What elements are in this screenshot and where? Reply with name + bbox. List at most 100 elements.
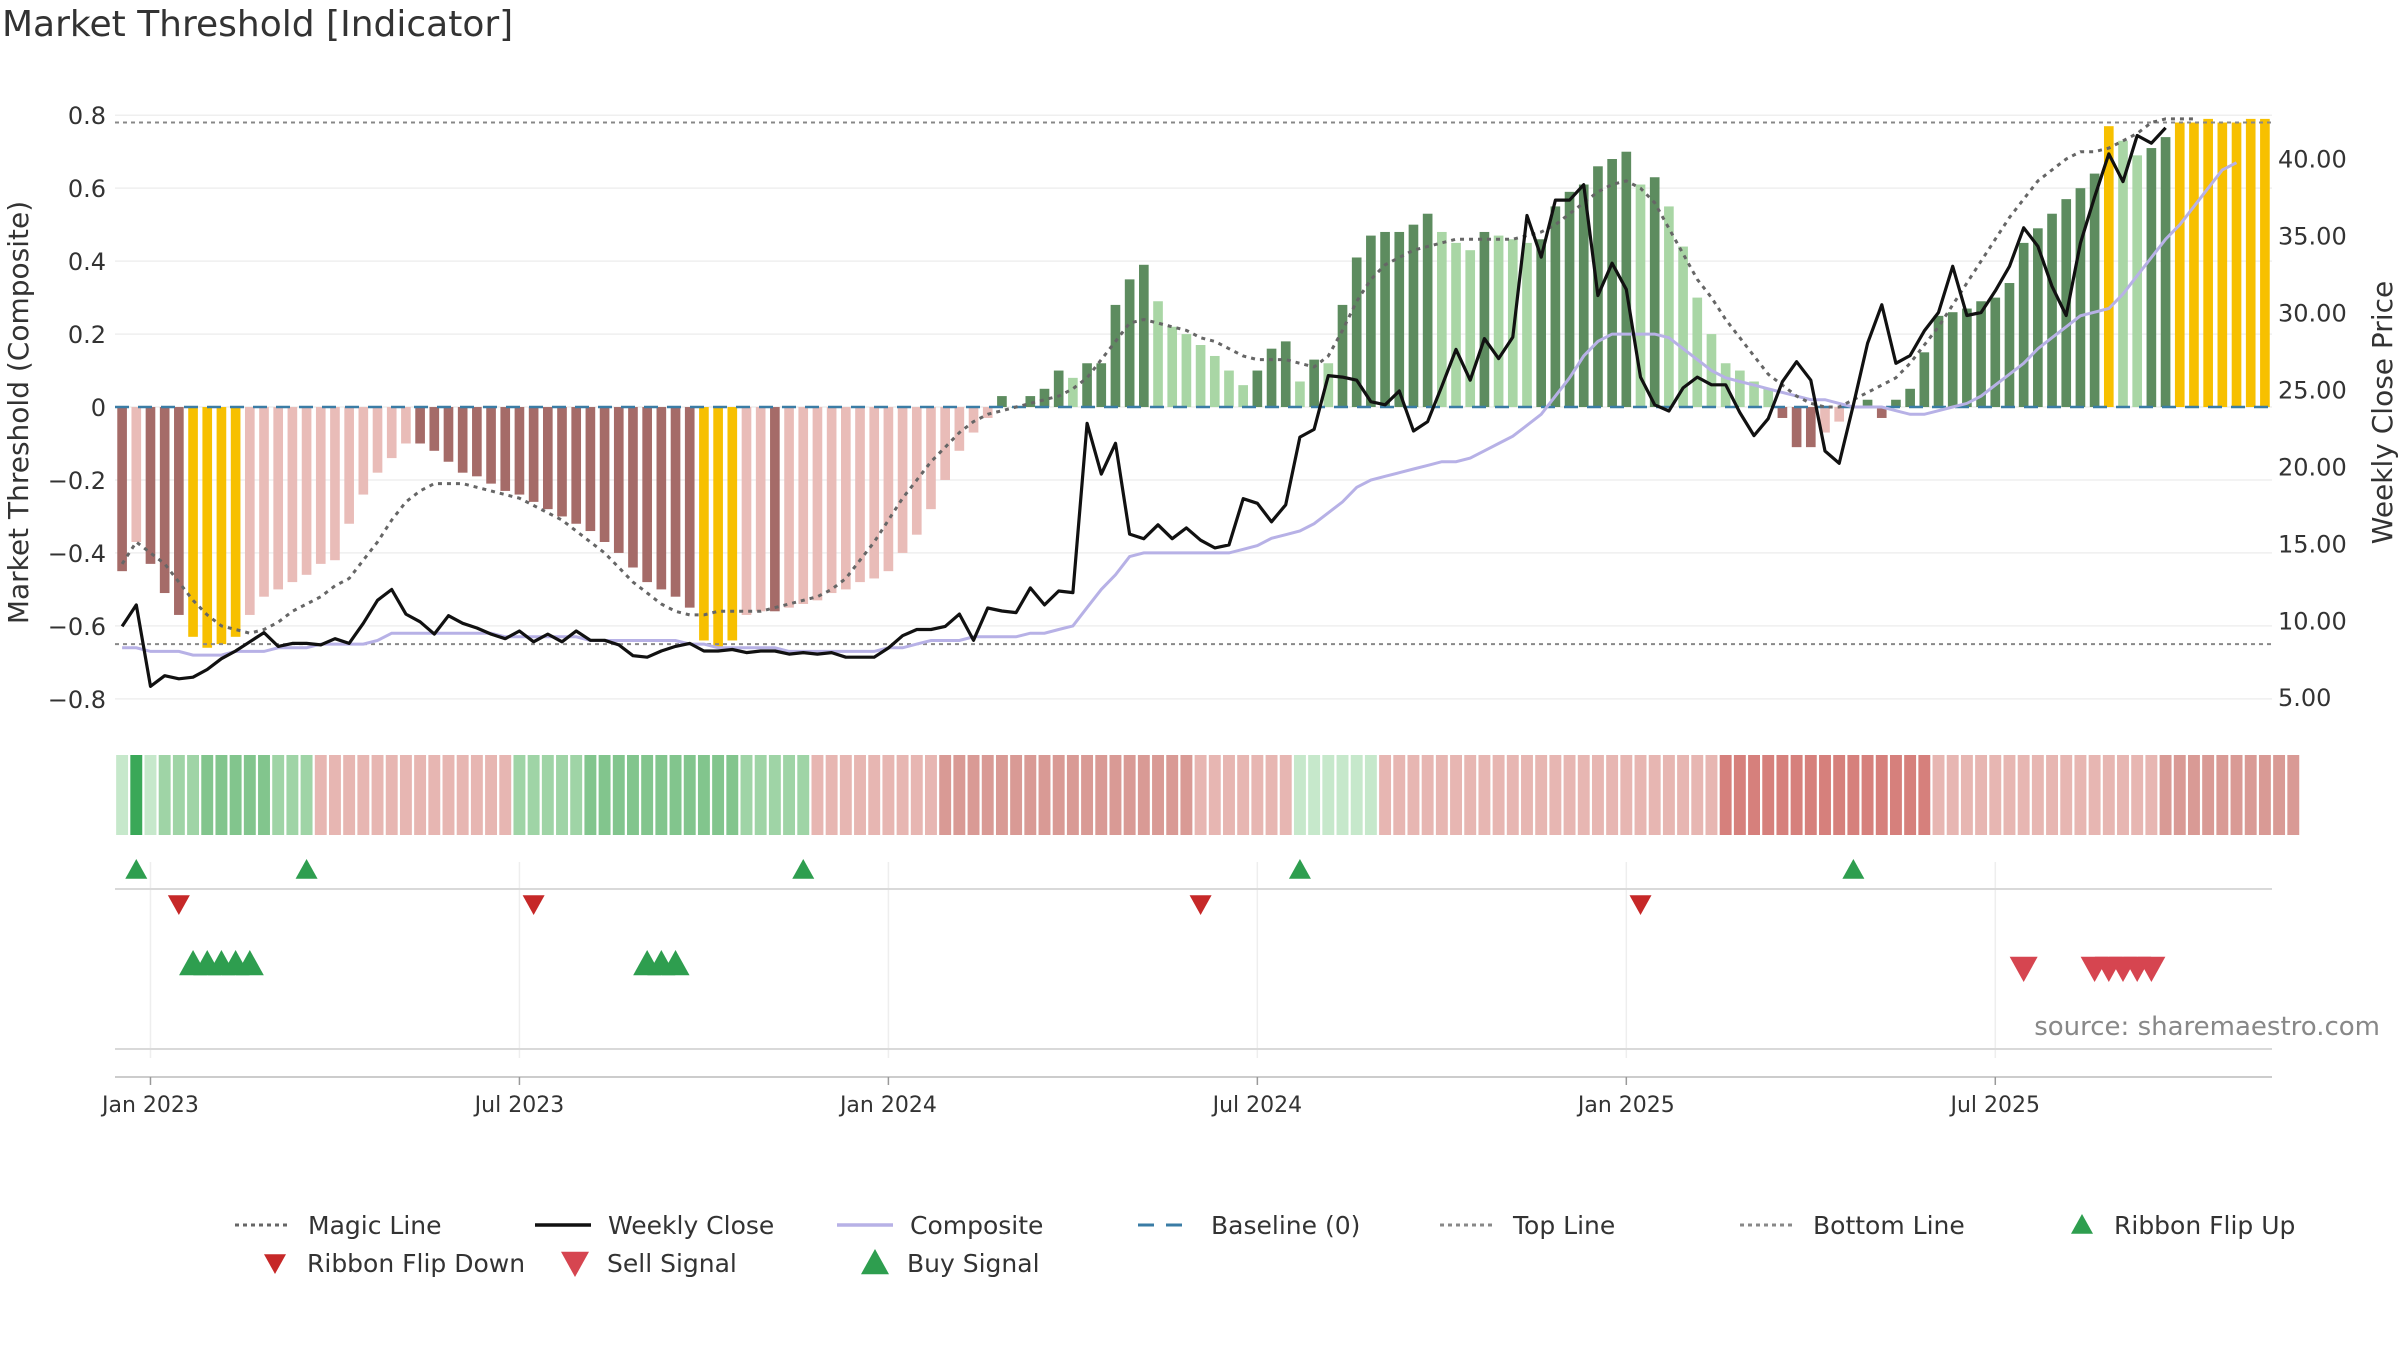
ribbon-cell [896, 755, 909, 835]
composite-bar [230, 407, 241, 637]
composite-bar [2061, 199, 2072, 408]
composite-bar [1692, 297, 1703, 408]
ribbon-cell [584, 755, 597, 835]
composite-bar [188, 407, 198, 637]
ribbon-cell [1819, 755, 1831, 835]
ribbon-cell [513, 755, 526, 835]
ribbon-cell [1166, 755, 1179, 835]
composite-bar [1266, 348, 1277, 408]
composite-bar [287, 407, 298, 583]
composite-bar [2004, 283, 2015, 408]
ribbon-cell [1038, 755, 1051, 835]
composite-bar [1678, 246, 1688, 408]
ribbon-cell [1095, 755, 1108, 835]
ribbon-cell [1052, 755, 1065, 835]
composite-bar [982, 407, 993, 418]
composite-bar [2174, 122, 2185, 408]
ribbon-cell [1364, 755, 1377, 835]
legend-label: Ribbon Flip Down [307, 1249, 525, 1278]
ribbon-cell [1790, 755, 1803, 835]
composite-bar [1990, 297, 2001, 408]
composite-bar [869, 407, 880, 579]
composite-bar [1664, 206, 1674, 408]
composite-bar [2160, 137, 2171, 408]
composite-bar [770, 407, 780, 612]
composite-bar [2033, 228, 2043, 408]
composite-bar [1366, 235, 1376, 408]
legend-swatch [2071, 1214, 2093, 1234]
composite-bar [2146, 148, 2157, 408]
legend-label: Baseline (0) [1211, 1211, 1360, 1240]
ribbon-cell [1847, 755, 1860, 835]
y-right-tick-label: 20.00 [2278, 453, 2347, 481]
y-left-tick-label: −0.6 [48, 613, 106, 641]
x-tick-label: Jan 2024 [838, 1093, 937, 1118]
composite-bar [2089, 173, 2100, 408]
sell-signal-marker [2009, 956, 2038, 982]
composite-bar [1025, 396, 1036, 408]
ribbon-cell [2230, 755, 2243, 835]
composite-bar [883, 407, 894, 572]
ribbon-cell [1918, 755, 1931, 835]
ribbon-cell [1506, 755, 1519, 835]
ribbon-cell [1322, 755, 1335, 835]
ribbon-flip-up-marker [125, 859, 148, 879]
ribbon-cell [1677, 755, 1690, 835]
ribbon-cell [499, 755, 512, 835]
ribbon-cell [2216, 755, 2229, 835]
composite-bar [1238, 385, 1248, 408]
composite-bar [1039, 388, 1050, 408]
y-left-tick-label: 0.8 [68, 102, 106, 130]
ribbon-cell [1379, 755, 1392, 835]
ribbon-cell [1733, 755, 1746, 835]
ribbon-cell [1194, 755, 1207, 835]
ribbon-cell [1577, 755, 1590, 835]
ribbon-cell [1662, 755, 1675, 835]
composite-bar [1082, 363, 1092, 408]
ribbon-cell [1066, 755, 1079, 835]
ribbon-cell [1123, 755, 1136, 835]
composite-bar [1437, 231, 1447, 408]
ribbon-cell [1237, 755, 1250, 835]
x-tick-label: Jan 2023 [100, 1093, 199, 1118]
y-right-tick-label: 15.00 [2278, 530, 2347, 558]
sell-signal-marker [2137, 956, 2166, 982]
ribbon-cell [201, 755, 214, 835]
composite-bar [557, 407, 567, 517]
composite-bar [2260, 118, 2270, 408]
composite-bar [684, 407, 695, 608]
composite-bar [784, 407, 794, 608]
y-right-tick-label: 10.00 [2278, 607, 2347, 635]
ribbon-cell [967, 755, 980, 835]
composite-bar [613, 407, 624, 553]
composite-bar [1096, 363, 1107, 408]
weekly-close-line [120, 126, 2167, 689]
ribbon-cell [541, 755, 554, 835]
ribbon-cell [442, 755, 455, 835]
legend-label: Composite [910, 1211, 1043, 1240]
composite-bar [131, 407, 142, 542]
ribbon-cell [740, 755, 753, 835]
ribbon-cell [2031, 755, 2044, 835]
composite-bar [1451, 242, 1461, 408]
legend-swatch [264, 1254, 286, 1274]
composite-bar [386, 407, 397, 459]
ribbon-cell [243, 755, 256, 835]
ribbon-cell [300, 755, 313, 835]
composite-bar [528, 407, 539, 502]
ribbon-cell [1081, 755, 1094, 835]
legend-label: Weekly Close [608, 1211, 774, 1240]
ribbon-cell [1223, 755, 1235, 835]
ribbon-cell [1109, 755, 1122, 835]
ribbon-cell [328, 755, 341, 835]
ribbon-cell [1620, 755, 1633, 835]
ribbon-cell [428, 755, 441, 835]
ribbon-cell [1975, 755, 1988, 835]
ribbon-cell [1478, 755, 1491, 835]
ribbon-cell [2244, 755, 2257, 835]
y-right-tick-label: 35.00 [2278, 223, 2347, 251]
composite-bar [1252, 370, 1263, 408]
y-right-tick-label: 40.00 [2278, 146, 2347, 174]
ribbon-flip-down-marker [1629, 895, 1652, 915]
composite-bar [2217, 122, 2228, 408]
